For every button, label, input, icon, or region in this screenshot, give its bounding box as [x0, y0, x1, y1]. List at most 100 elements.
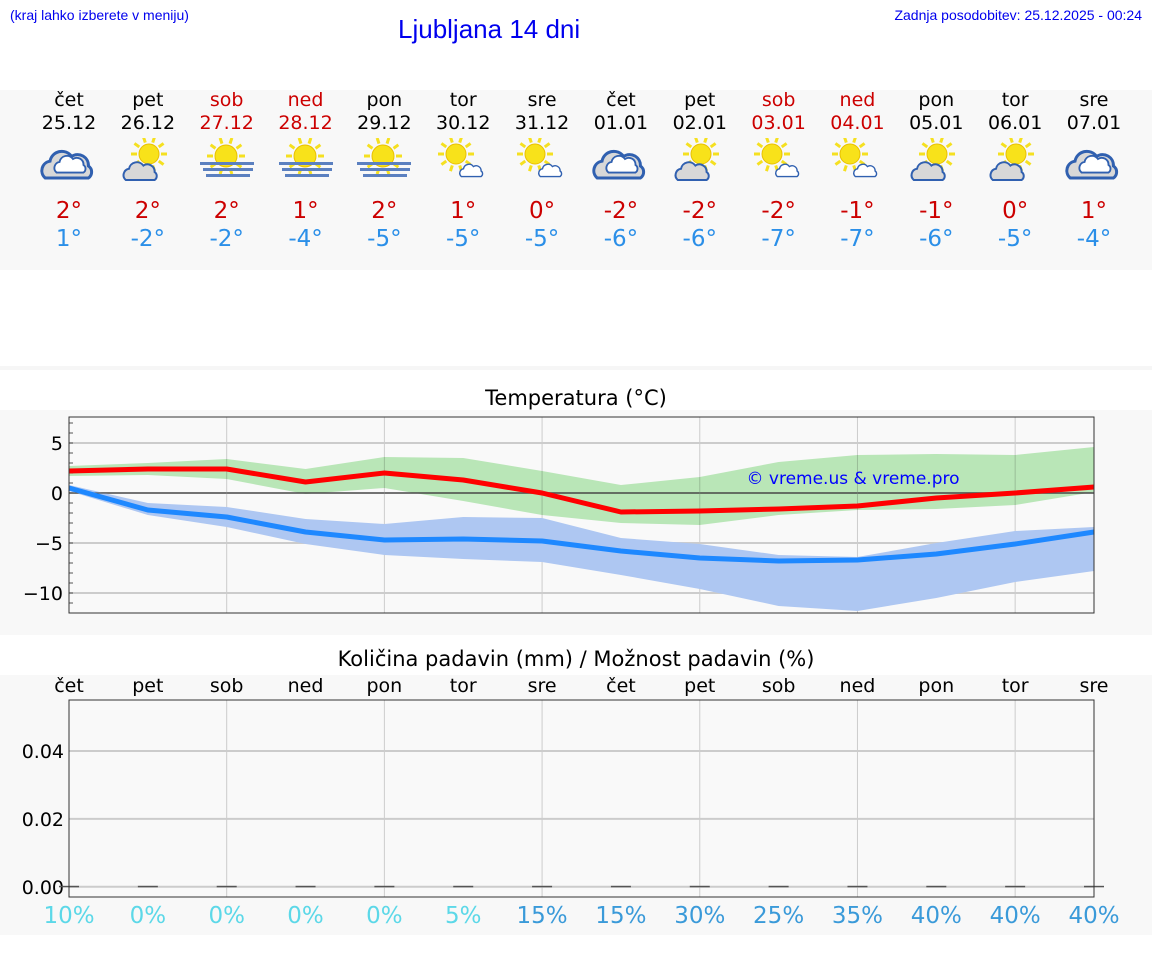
cloudy-icon [581, 138, 661, 182]
min-temperature: -5° [997, 226, 1033, 252]
precipitation-chart-title: Količina padavin (mm) / Možnost padavin … [337, 647, 815, 671]
day-date: 02.01 [672, 112, 727, 134]
precip-probability: 40% [910, 903, 962, 929]
day-name: tor [449, 89, 477, 111]
precip-probability: 0% [129, 903, 167, 929]
precip-day-label: pon [918, 675, 955, 697]
plot-border [68, 416, 1095, 614]
precip-day-label: sre [527, 675, 557, 697]
precip-probability: 0% [287, 903, 324, 929]
day-date: 25.12 [41, 112, 97, 134]
min-temperature: -6° [603, 226, 639, 252]
day-name: čet [606, 89, 636, 111]
min-temperature: -2° [209, 226, 244, 252]
max-temperature: 0° [1002, 198, 1029, 224]
min-temperature: -6° [682, 226, 717, 252]
min-temperature: -7° [761, 226, 796, 252]
max-temperature: -1° [840, 198, 875, 224]
precip-plot-area [69, 700, 1094, 897]
sun-fog-icon [187, 137, 267, 182]
cloudy-icon [29, 138, 109, 182]
day-date: 01.01 [593, 112, 649, 134]
sun-small-cloud-icon [817, 136, 897, 182]
min-temperature: -6° [919, 226, 954, 252]
sun-fog-icon [266, 137, 346, 182]
precip-day-label: čet [54, 675, 84, 697]
last-updated: Zadnja posodobitev: 25.12.2025 - 00:24 [894, 7, 1142, 23]
day-date: 26.12 [120, 112, 176, 134]
day-name: čet [54, 89, 84, 111]
precip-day-label: tor [1001, 675, 1029, 697]
day-name: ned [287, 89, 324, 111]
precip-probability: 40% [1068, 903, 1120, 929]
min-temperature: -2° [130, 226, 166, 252]
precip-bar [926, 885, 947, 888]
precip-bar [374, 885, 395, 888]
precip-probability: 0% [366, 903, 403, 929]
precip-day-label: ned [287, 675, 324, 697]
max-temperature: -2° [682, 198, 717, 224]
min-temperature: -7° [840, 226, 875, 252]
cloudy-icon [1054, 138, 1134, 182]
location-hint-link[interactable]: (kraj lahko izberete v meniju) [10, 7, 189, 23]
sun-small-cloud-icon [739, 136, 819, 182]
precip-day-label: tor [449, 675, 477, 697]
sun-small-cloud-icon [502, 136, 582, 182]
precip-probability: 0% [208, 903, 245, 929]
precip-bar [847, 885, 868, 888]
day-name: pon [918, 89, 955, 111]
precip-day-label: čet [606, 675, 636, 697]
partly-sunny-icon [660, 136, 740, 182]
min-temperature: 1° [55, 226, 83, 252]
day-name: sre [1079, 89, 1109, 111]
temperature-chart-title: Temperatura (°C) [485, 386, 667, 410]
max-temperature: -1° [919, 198, 954, 224]
y-tick-label: 5 [51, 433, 63, 455]
day-date: 04.01 [830, 112, 885, 134]
day-name: sob [761, 89, 796, 111]
max-temperature-line [68, 466, 1095, 515]
y-tick-label: −5 [35, 533, 63, 555]
day-name: ned [839, 89, 876, 111]
day-date: 05.01 [909, 112, 964, 134]
day-date: 30.12 [436, 112, 491, 134]
precip-bar [610, 885, 631, 888]
precip-day-label: ned [839, 675, 876, 697]
precip-probability: 35% [831, 903, 884, 929]
precip-bar [295, 885, 316, 888]
precip-probability: 40% [989, 903, 1041, 929]
y-tick-label: 0.00 [22, 877, 64, 899]
day-name: pet [132, 89, 164, 111]
precip-day-label: sob [209, 675, 244, 697]
min-temperature: -4° [288, 226, 323, 252]
precip-day-label: pet [132, 675, 164, 697]
day-date: 07.01 [1066, 112, 1122, 134]
precip-day-label: pet [684, 675, 716, 697]
min-temperature: -5° [446, 226, 481, 252]
precip-bar [689, 885, 710, 888]
sun-small-cloud-icon [423, 136, 503, 182]
max-temperature: -2° [603, 198, 639, 224]
max-temperature: 0° [528, 198, 556, 224]
day-date: 03.01 [751, 112, 806, 134]
day-date: 06.01 [987, 112, 1043, 134]
day-date: 27.12 [199, 112, 254, 134]
precip-probability: 15% [516, 903, 568, 929]
day-date: 29.12 [357, 112, 412, 134]
y-tick-label: 0.04 [22, 741, 64, 763]
partly-sunny-icon [896, 136, 976, 182]
precip-probability: 30% [674, 903, 726, 929]
day-name: pet [684, 89, 716, 111]
divider [0, 366, 1152, 370]
precip-probability: 25% [753, 903, 805, 929]
y-tick-label: 0.02 [22, 809, 64, 831]
forecast-strip [0, 90, 1152, 270]
sun-fog-icon [344, 137, 424, 182]
partly-sunny-icon [108, 136, 188, 182]
precip-day-label: pon [366, 675, 403, 697]
y-tick-label: −10 [23, 583, 63, 605]
day-name: pon [366, 89, 403, 111]
max-temperature: -2° [761, 198, 796, 224]
min-temperature: -5° [524, 226, 560, 252]
